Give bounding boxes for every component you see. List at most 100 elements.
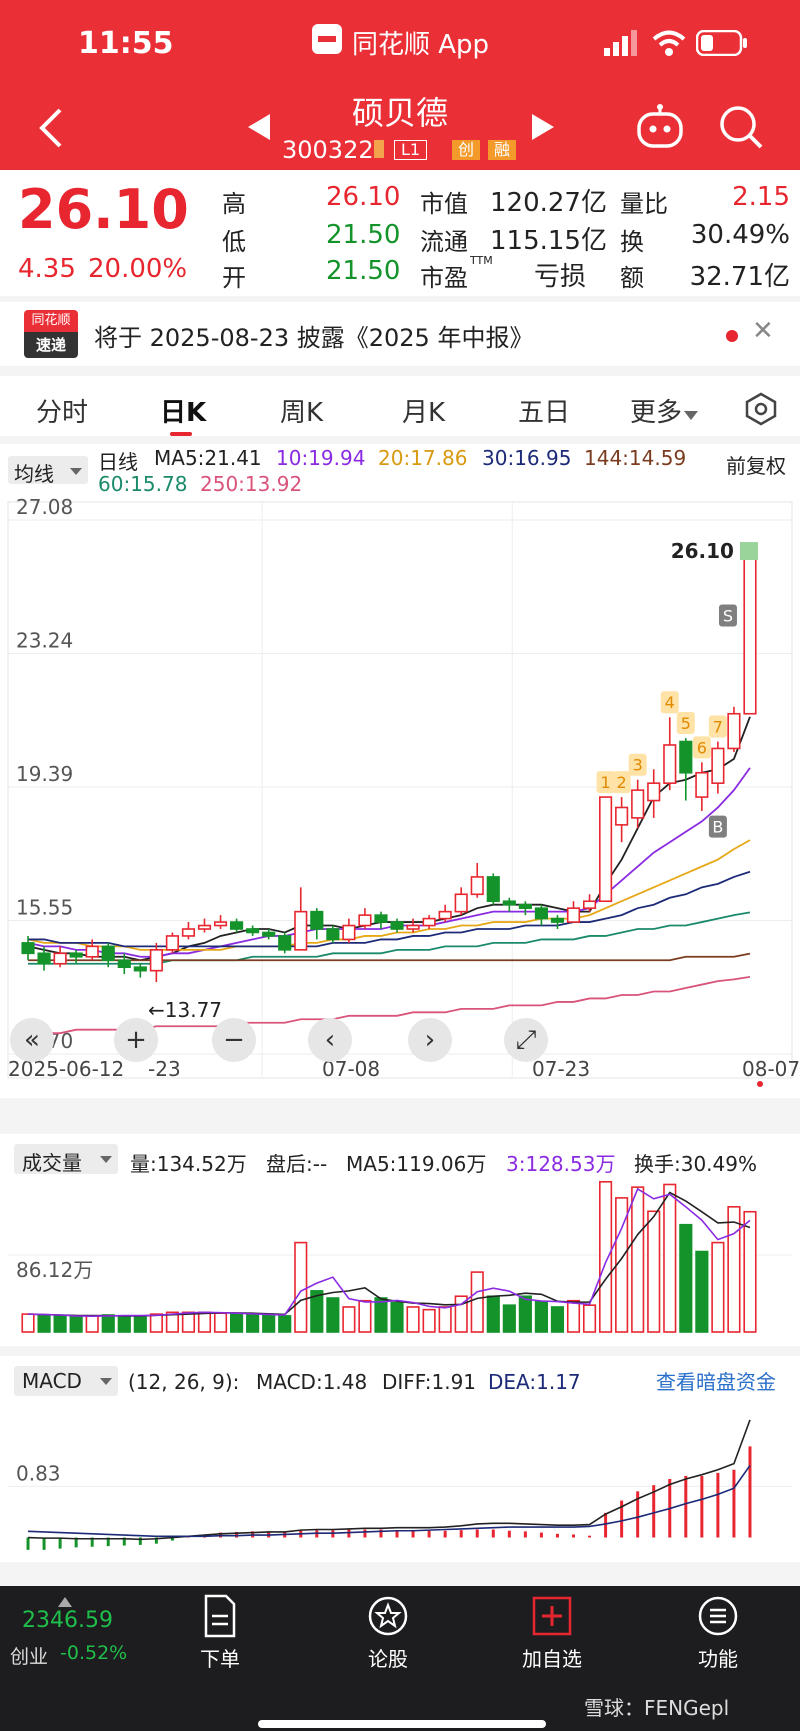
back-arrow-icon[interactable] <box>38 106 64 154</box>
tab-yuek[interactable]: 月K <box>402 398 446 428</box>
signal-marker-5: 5 <box>676 712 695 735</box>
macd-y-tick: 0.83 <box>16 1461 61 1485</box>
volume-chart[interactable]: 86.12万 <box>0 1174 800 1346</box>
adjust-mode[interactable]: 前复权 <box>726 454 786 478</box>
pe-value: 亏损 <box>534 262 587 292</box>
chart-frame <box>7 501 793 1079</box>
x-tick-label: -23 <box>148 1057 181 1081</box>
signal-marker-1: 1 <box>596 771 615 794</box>
prev-stock-icon[interactable] <box>248 114 270 144</box>
volume-bar <box>647 1210 661 1333</box>
tab-more[interactable]: 更多 <box>630 398 683 428</box>
search-icon[interactable] <box>718 104 764 154</box>
last-price: 26.10 <box>18 178 189 241</box>
volume-selector[interactable]: 成交量 <box>14 1144 118 1175</box>
volume-bar <box>165 1311 179 1333</box>
candle <box>374 914 388 923</box>
tab-zhouk[interactable]: 周K <box>280 398 324 428</box>
nav-discuss[interactable]: 论股 <box>328 1586 448 1672</box>
volume-bar <box>743 1210 757 1333</box>
x-tick-label: 08-07 <box>742 1057 800 1081</box>
tab-rik[interactable]: 日K <box>160 398 207 428</box>
high-value: 26.10 <box>326 182 401 212</box>
volume-bar <box>230 1313 244 1333</box>
macd-chart[interactable]: 0.83 <box>0 1396 800 1562</box>
signal-marker-2: 2 <box>612 771 631 794</box>
candle <box>133 966 147 972</box>
volume-bar <box>342 1306 356 1333</box>
signal-marker-box <box>596 771 615 794</box>
nav-add-watchlist[interactable]: 加自选 <box>492 1586 612 1672</box>
candle <box>711 747 725 784</box>
rewind-button[interactable]: « <box>10 1018 54 1062</box>
scroll-right-button[interactable]: › <box>408 1018 452 1062</box>
nav-order[interactable]: 下单 <box>160 1586 280 1672</box>
volume-bar <box>149 1313 163 1333</box>
notice-logo-icon: 同花顺 速递 <box>24 310 78 358</box>
signal-marker-box <box>708 715 727 738</box>
close-icon[interactable]: ✕ <box>752 316 774 346</box>
candle <box>262 931 276 937</box>
watermark: 雪球：FENGepl <box>584 1696 730 1720</box>
volume-turnover: 换手:30.49% <box>634 1152 757 1176</box>
volume-bar <box>213 1312 228 1333</box>
volume-bar <box>438 1306 452 1333</box>
stock-name: 硕贝德 <box>351 94 448 132</box>
candle <box>230 921 244 930</box>
candle <box>278 935 292 951</box>
candle <box>438 910 452 920</box>
candle <box>582 900 597 909</box>
volume-bar <box>534 1300 548 1333</box>
notice-bar[interactable]: 同花顺 速递 将于 2025-08-23 披露《2025 年中报》 ✕ <box>0 302 800 366</box>
macd-selector[interactable]: MACD <box>14 1366 118 1396</box>
candle <box>21 942 35 955</box>
ma250-value: 250:13.92 <box>200 472 303 496</box>
candle <box>566 907 581 923</box>
next-stock-icon[interactable] <box>532 114 554 144</box>
more-dropdown-icon[interactable] <box>684 406 698 425</box>
candle <box>246 928 260 934</box>
volume-bar <box>550 1306 565 1333</box>
nav-functions-label: 功能 <box>698 1647 738 1671</box>
volume-bar <box>133 1315 147 1333</box>
candle <box>358 914 372 927</box>
candle <box>149 949 163 972</box>
open-value: 21.50 <box>326 256 401 286</box>
signal-marker-7: 7 <box>708 715 727 738</box>
mcap-label: 市值 <box>420 190 468 218</box>
ma30-value: 30:16.95 <box>482 446 572 470</box>
candle <box>615 806 629 826</box>
dark-pool-link[interactable]: 查看暗盘资金 <box>656 1370 776 1394</box>
volume-ma3: 3:128.53万 <box>506 1152 616 1176</box>
price-change-pct: 20.00% <box>88 254 188 284</box>
fullscreen-button[interactable]: ⤢ <box>504 1018 548 1062</box>
ma-line-ma144 <box>28 952 751 962</box>
tab-wuri[interactable]: 五日 <box>518 398 571 428</box>
volume-panel: 成交量 量:134.52万 盘后:-- MA5:119.06万 3:128.53… <box>0 1134 800 1346</box>
app-header: 11:55 同花顺 App 硕贝德 300322 L1 创 融 <box>0 0 800 170</box>
after-hours: 盘后:-- <box>266 1152 328 1176</box>
ma-line-ma10 <box>27 767 751 958</box>
ma60-value: 60:15.78 <box>98 472 188 496</box>
ma144-value: 144:14.59 <box>584 446 687 470</box>
zoom-out-button[interactable]: − <box>212 1018 256 1062</box>
y-tick-label: 23.24 <box>16 629 73 653</box>
index-value[interactable]: 2346.59 <box>22 1608 113 1633</box>
candle <box>294 910 308 951</box>
settings-hexagon-icon[interactable] <box>744 392 778 430</box>
low-price-label: ←13.77 <box>148 998 222 1022</box>
ma-line-ma20 <box>27 839 751 951</box>
signal-marker-label: S <box>723 607 733 626</box>
tab-fenshi[interactable]: 分时 <box>36 398 89 428</box>
robot-assistant-icon[interactable] <box>636 104 684 154</box>
signal-marker-3: 3 <box>628 753 647 776</box>
volume-bar <box>197 1311 212 1333</box>
ma-selector[interactable]: 均线 <box>8 456 88 486</box>
zoom-in-button[interactable]: + <box>114 1018 158 1062</box>
scroll-left-button[interactable]: ‹ <box>308 1018 352 1062</box>
kline-chart[interactable]: 27.0823.2419.3915.5511.70SB123456726.10←… <box>0 498 800 1098</box>
low-label: 低 <box>222 228 246 256</box>
ma-period: 日线 <box>98 450 138 474</box>
nav-functions[interactable]: 功能 <box>658 1586 778 1672</box>
amount-label: 额 <box>620 264 644 292</box>
